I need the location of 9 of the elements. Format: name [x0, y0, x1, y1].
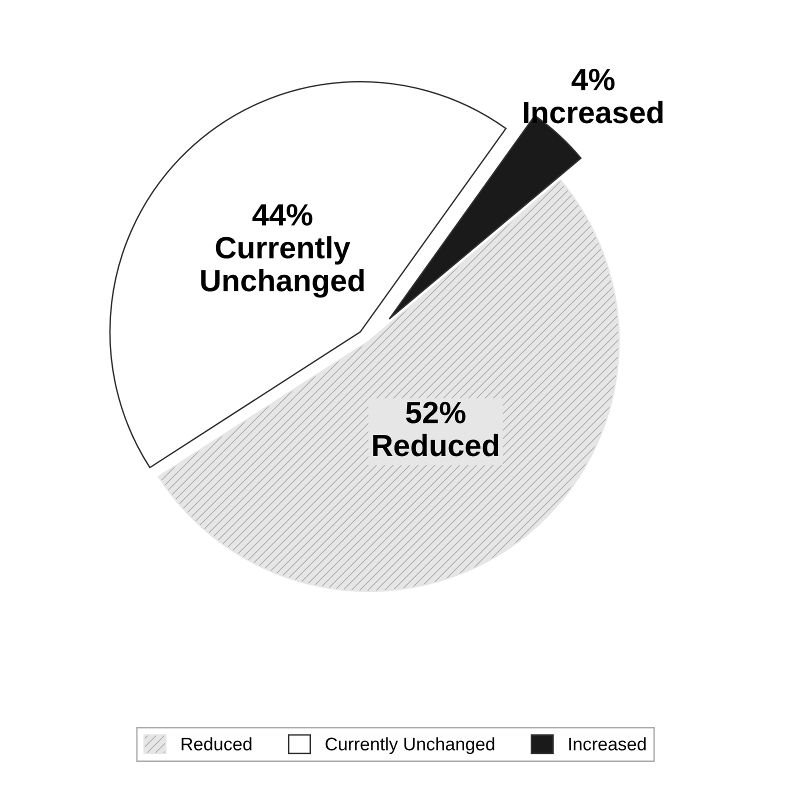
- data-label: 4%: [572, 68, 615, 90]
- legend-label: Currently Unchanged: [326, 737, 494, 754]
- legend-label: Increased: [569, 737, 646, 750]
- slice-label: Reduced: [373, 434, 498, 456]
- data-label: 44%: [252, 204, 312, 226]
- legend-label: Reduced: [182, 737, 252, 750]
- data-label: 52%: [406, 402, 466, 424]
- slice-label: Increased: [524, 100, 663, 124]
- slice-label: Currently Unchanged: [201, 236, 364, 298]
